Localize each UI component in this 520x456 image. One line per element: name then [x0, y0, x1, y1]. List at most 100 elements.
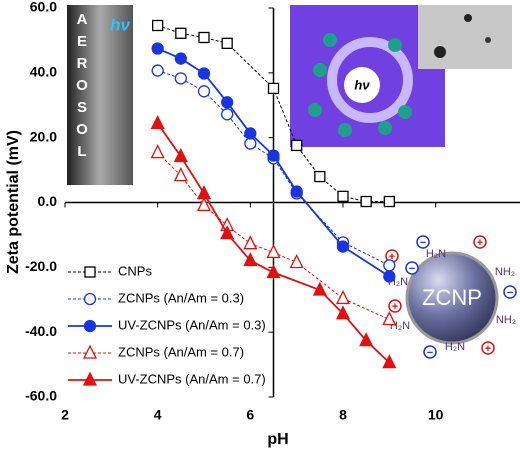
- aerosol-letter: R: [77, 55, 88, 72]
- aerosol-letter: O: [76, 77, 88, 94]
- legend-marker: [83, 319, 97, 333]
- data-point: [267, 82, 280, 95]
- x-tick-label: 6: [246, 407, 254, 423]
- data-point: [244, 127, 257, 140]
- y-tick-label: 20.0: [30, 128, 57, 144]
- tem-dot: [434, 46, 446, 58]
- data-point: [220, 225, 235, 240]
- data-point: [267, 149, 280, 162]
- charge-ring: [405, 261, 419, 275]
- data-point: [174, 52, 187, 65]
- data-point: [197, 85, 211, 98]
- data-point: [173, 148, 188, 163]
- data-point: [196, 196, 212, 212]
- data-point: [197, 67, 211, 80]
- aerosol-letter: E: [77, 33, 87, 50]
- y-tick-label: -20.0: [25, 258, 57, 274]
- particle: [398, 105, 412, 119]
- charge-sign: +: [477, 237, 483, 249]
- amine-label: H₂N: [426, 248, 446, 260]
- data-point: [244, 137, 257, 150]
- data-point: [337, 190, 349, 202]
- legend-label: CNPs: [118, 263, 152, 278]
- data-point: [150, 114, 165, 130]
- legend-marker: [82, 371, 98, 386]
- data-point: [383, 270, 396, 283]
- y-tick-label: 40.0: [30, 64, 57, 80]
- legend-marker: [83, 292, 97, 306]
- light-label: hν: [354, 77, 370, 92]
- aerosol-image: [67, 5, 133, 185]
- y-tick-label: 60.0: [30, 0, 57, 15]
- x-axis-title: pH: [267, 431, 288, 448]
- legend-label: ZCNPs (An/Am = 0.7): [118, 344, 244, 359]
- amine-label: H₂N: [445, 341, 465, 353]
- aerosol-letter: S: [77, 99, 87, 116]
- tem-dot: [464, 14, 472, 22]
- light-label: hν: [110, 15, 130, 34]
- data-point: [382, 311, 397, 326]
- data-point: [150, 144, 165, 159]
- light-spot: [344, 67, 380, 103]
- particle: [378, 121, 392, 135]
- y-tick-label: -40.0: [25, 323, 57, 339]
- x-tick-label: 2: [61, 407, 69, 423]
- data-point: [175, 27, 187, 39]
- charge-ring: [388, 299, 402, 313]
- data-point: [174, 72, 187, 85]
- tem-dot: [485, 37, 491, 43]
- vortex: [327, 37, 413, 123]
- legend-label: UV-ZCNPs (An/Am = 0.3): [118, 317, 266, 332]
- particle: [313, 63, 327, 77]
- particle: [338, 123, 352, 137]
- data-point: [151, 42, 164, 55]
- x-tick-label: 10: [428, 407, 444, 423]
- charge-ring: [503, 285, 517, 299]
- amine-label: NH₂: [496, 314, 516, 326]
- charge-ring: [481, 341, 495, 355]
- legend-marker: [82, 344, 98, 359]
- amine-label: NH₂: [495, 266, 515, 278]
- data-point: [359, 332, 374, 347]
- data-point: [335, 305, 351, 320]
- data-point: [360, 195, 372, 208]
- x-tick-label: 8: [339, 407, 347, 423]
- data-point: [312, 281, 327, 296]
- series-line: [157, 25, 390, 203]
- data-point: [221, 37, 233, 49]
- data-point: [152, 19, 164, 32]
- data-point: [335, 289, 351, 305]
- aerosol-letter: O: [76, 121, 88, 138]
- charge-sign: +: [392, 301, 398, 313]
- data-point: [266, 243, 281, 259]
- aerosol-letter: A: [77, 11, 88, 28]
- charge-sign: −: [427, 347, 433, 359]
- particle: [388, 38, 402, 52]
- particle-label: ZCNP: [422, 285, 482, 310]
- charge-sign: +: [389, 251, 395, 263]
- data-point: [243, 252, 258, 267]
- charge-ring: [416, 235, 430, 249]
- data-point: [198, 31, 210, 44]
- data-point: [289, 254, 304, 269]
- legend-label: UV-ZCNPs (An/Am = 0.7): [118, 371, 266, 386]
- zcnp-sphere: [405, 251, 499, 345]
- charge-ring: [423, 345, 437, 359]
- data-point: [266, 264, 281, 279]
- data-point: [290, 185, 303, 198]
- particle: [308, 103, 322, 117]
- charge-sign: −: [420, 237, 426, 249]
- charge-ring: [473, 235, 487, 249]
- data-point: [173, 167, 188, 182]
- charge-sign: +: [485, 343, 491, 355]
- data-point: [243, 235, 258, 250]
- data-point: [382, 354, 397, 369]
- data-point: [151, 64, 164, 77]
- data-point: [314, 170, 326, 183]
- x-tick-label: 4: [154, 407, 162, 423]
- y-tick-label: 0.0: [38, 193, 58, 209]
- data-point: [196, 184, 212, 200]
- legend-marker: [84, 266, 96, 278]
- particle: [323, 33, 337, 47]
